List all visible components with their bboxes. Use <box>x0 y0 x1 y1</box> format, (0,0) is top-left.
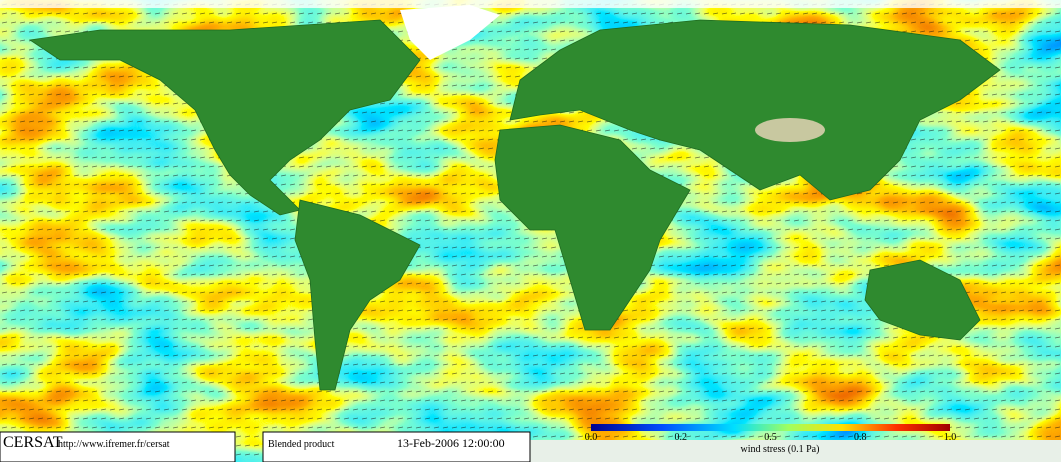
colorbar-tick-label: 0.0 <box>585 432 598 443</box>
colorbar-ticks: 0.0 0.2 0.5 0.8 1.0 <box>585 432 957 443</box>
eurasia <box>509 19 1001 201</box>
colorbar-tick-label: 0.5 <box>764 432 777 443</box>
product: Blended product <box>268 439 335 450</box>
url: http://www.ifremer.fr/cersat <box>58 439 170 450</box>
africa <box>494 124 691 331</box>
greenland <box>400 5 500 60</box>
continents <box>28 19 1001 391</box>
tibet <box>755 118 825 142</box>
arctic <box>0 0 1061 8</box>
australia <box>864 259 981 341</box>
colorbar-tick-label: 1.0 <box>944 432 957 443</box>
date: 13-Feb-2006 12:00:00 <box>397 436 505 450</box>
colorbar <box>591 424 950 431</box>
logo: CERSAT <box>3 434 63 451</box>
colorbar-label: wind stress (0.1 Pa) <box>741 444 820 455</box>
logo-box <box>0 431 236 462</box>
colorbar-tick-label: 0.8 <box>854 432 867 443</box>
north-america <box>28 19 421 216</box>
colorbar-tick-label: 0.2 <box>675 432 688 443</box>
antarctica <box>530 440 1061 462</box>
info-box <box>262 431 531 462</box>
south-america <box>294 199 421 391</box>
